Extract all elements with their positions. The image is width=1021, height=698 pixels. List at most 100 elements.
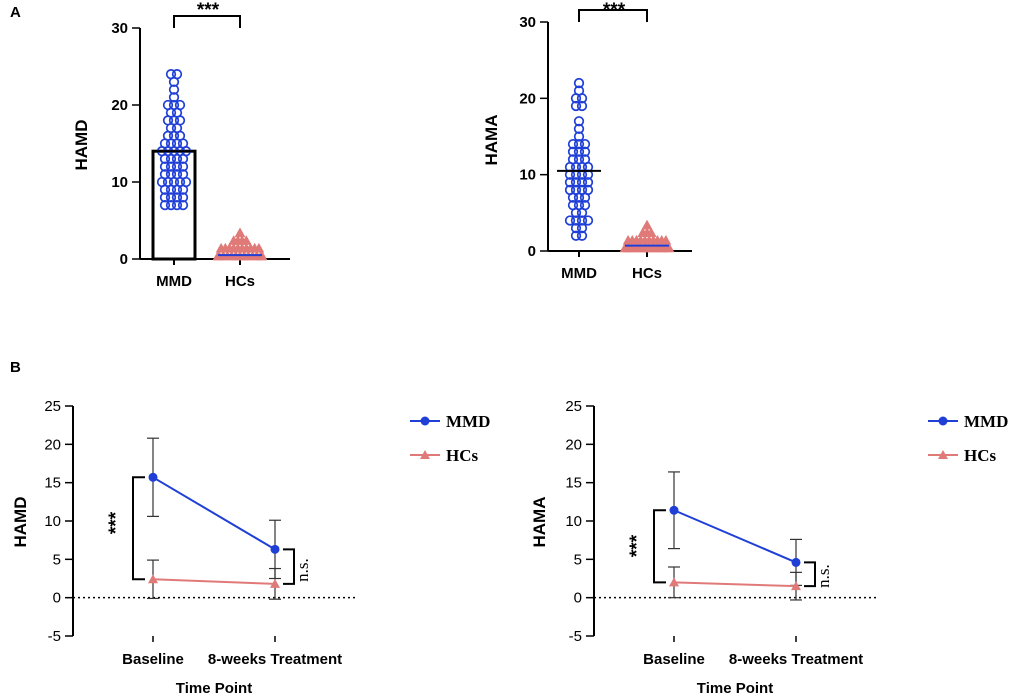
- x-tick-label-baseline: Baseline: [122, 651, 184, 668]
- data-point-hcs: [253, 242, 265, 253]
- legend-label-hcs: HCs: [446, 446, 479, 465]
- data-point-mmd: [168, 99, 180, 111]
- chart-b-hama: -5 0 5 10 15 20 25 HAMA Baseline 8-weeks Treat…: [530, 398, 1008, 697]
- data-point-mmd: [165, 161, 177, 172]
- data-point-mmd: [171, 169, 183, 180]
- data-point-hcs: [645, 227, 657, 237]
- data-point-mmd: [573, 85, 585, 96]
- legend-marker-mmd: [938, 416, 948, 426]
- y-tick-label: 0: [528, 243, 536, 260]
- significance-bracket: [653, 509, 666, 584]
- y-tick-label: 10: [111, 174, 128, 191]
- y-tick-label: 20: [519, 90, 536, 107]
- data-point-mmd: [171, 199, 183, 211]
- x-tick-label-8-weeks: 8-weeks Treatment: [208, 651, 342, 668]
- mean-bar: [151, 149, 197, 261]
- significance-bracket: [578, 9, 648, 22]
- x-tick-label-mmd: MMD: [156, 273, 192, 290]
- y-tick-label: 10: [565, 513, 582, 530]
- legend-marker-mmd: [420, 416, 430, 426]
- data-point-mmd: [579, 200, 591, 211]
- data-point-mmd: [177, 199, 189, 211]
- data-point-mmd: [579, 138, 591, 150]
- legend: MMD HCs: [410, 412, 490, 465]
- data-point-hcs: [641, 219, 653, 230]
- y-tick-label: 10: [44, 513, 61, 530]
- x-tick-label-mmd: MMD: [561, 265, 597, 282]
- data-point-mmd: [165, 69, 177, 80]
- data-point-mmd: [177, 169, 189, 180]
- data-point-mmd: [576, 177, 588, 188]
- data-point-mmd: [579, 154, 591, 165]
- y-tick-label: 25: [44, 398, 61, 415]
- y-tick-label: 20: [111, 97, 128, 114]
- data-point-mmd: [159, 199, 171, 211]
- data-point-mmd: [177, 192, 189, 203]
- data-point-hcs: [270, 578, 280, 588]
- series-line-hcs: [673, 581, 797, 588]
- y-tick-label: 0: [120, 251, 128, 268]
- x-tick-label-hcs: HCs: [225, 273, 255, 290]
- legend-marker-hcs: [938, 450, 948, 459]
- y-tick-label: 25: [565, 398, 582, 415]
- data-point-mmd: [579, 146, 591, 157]
- annotation-not-significant: n.s.: [814, 564, 833, 588]
- data-point-mmd: [573, 131, 585, 142]
- y-axis-label: HAMD: [11, 497, 30, 548]
- annotation-significant: ***: [106, 511, 127, 534]
- ns-bracket: [283, 548, 295, 585]
- legend-marker-hcs: [420, 450, 430, 459]
- data-point-mmd: [168, 84, 180, 95]
- data-point-mmd: [576, 230, 588, 241]
- significance-bracket: [132, 476, 145, 581]
- legend-label-mmd: MMD: [964, 412, 1008, 431]
- data-point-mmd: [576, 215, 588, 226]
- data-point-mmd: [582, 177, 594, 188]
- significance-label: ***: [197, 0, 220, 21]
- data-point-mmd: [165, 192, 177, 203]
- data-point-mmd: [159, 192, 171, 203]
- data-point-mmd: [582, 184, 594, 196]
- y-tick-label: 20: [565, 436, 582, 453]
- data-point-mmd: [570, 177, 582, 188]
- marks: -5 0 5 10 15 20 25: [565, 398, 876, 645]
- marks: 0 10 20 30: [111, 15, 290, 268]
- data-point-mmd: [174, 99, 186, 111]
- y-tick-label: 30: [519, 14, 536, 31]
- data-point-mmd: [573, 200, 585, 211]
- panel-label-b: B: [10, 359, 21, 376]
- marks: -5 0 5 10 15 20 25: [44, 398, 355, 645]
- data-point-mmd: [168, 92, 180, 103]
- data-point-mmd: [570, 222, 582, 234]
- data-point-mmd: [582, 215, 594, 226]
- y-tick-label: 15: [44, 475, 61, 492]
- data-point-hcs: [240, 235, 252, 245]
- data-point-mmd: [177, 161, 189, 172]
- x-tick-label-8-weeks: 8-weeks Treatment: [729, 651, 863, 668]
- data-point-mmd: [573, 123, 585, 135]
- y-axis-label: HAMA: [530, 497, 549, 548]
- data-point-mmd: [567, 146, 579, 157]
- marks: 0 10 20 30: [519, 9, 692, 260]
- significance-bracket: [173, 15, 241, 28]
- series-line-hcs: [152, 578, 276, 585]
- y-axis-label: HAMA: [482, 115, 501, 166]
- data-point-mmd: [570, 230, 582, 241]
- series-line-mmd: [152, 476, 276, 551]
- data-point-mmd: [270, 544, 280, 554]
- data-point-mmd: [576, 222, 588, 234]
- legend-label-mmd: MMD: [446, 412, 490, 431]
- data-point-mmd: [567, 154, 579, 165]
- x-axis-title: Time Point: [176, 680, 252, 697]
- data-point-mmd: [669, 505, 679, 515]
- chart-b-hamd: -5 0 5 10 15 20 25 HAMD Baseline 8-weeks Treat…: [11, 398, 490, 697]
- data-point-mmd: [573, 116, 585, 127]
- data-point-mmd: [171, 192, 183, 203]
- y-tick-label: 10: [519, 167, 536, 184]
- data-point-mmd: [791, 557, 801, 567]
- y-tick-label: 0: [574, 590, 582, 607]
- data-point-mmd: [567, 200, 579, 211]
- data-point-mmd: [564, 215, 576, 226]
- data-point-hcs: [234, 227, 246, 238]
